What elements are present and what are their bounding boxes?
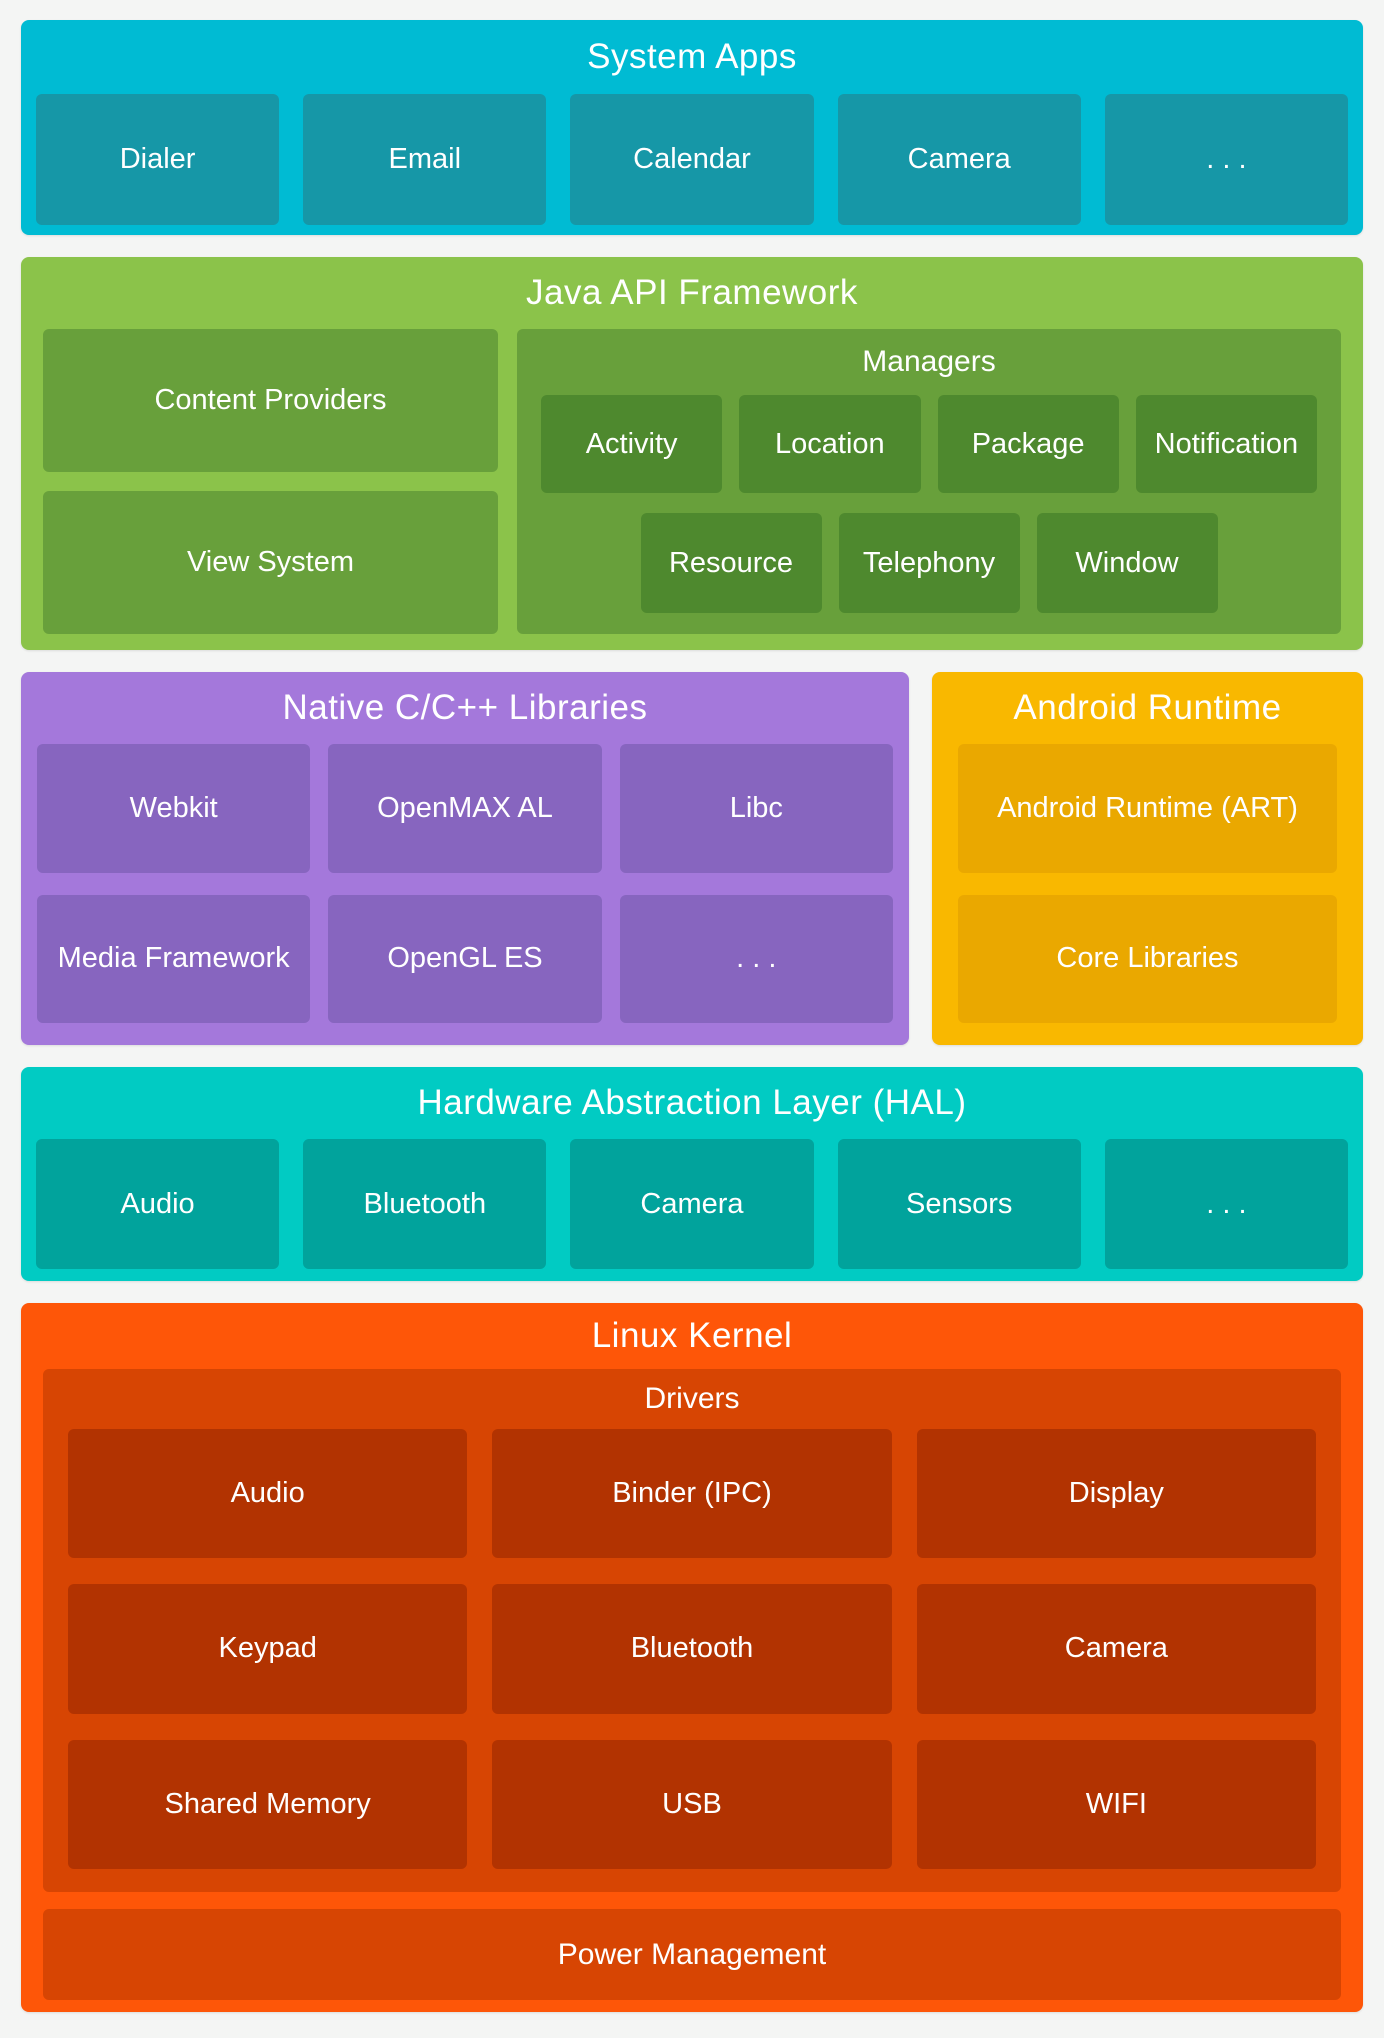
chip-usb-driver: USB (492, 1739, 892, 1869)
chip-openmax-al: OpenMAX AL (328, 744, 602, 873)
hal-section: Hardware Abstraction Layer (HAL) Audio B… (21, 1067, 1363, 1281)
chip-camera-driver: Camera (916, 1584, 1316, 1714)
chip-more-system-apps: . . . (1104, 94, 1349, 225)
android-runtime-art-box: Android Runtime (ART) (958, 744, 1337, 873)
chip-email: Email (303, 94, 547, 225)
chip-telephony-manager: Telephony (838, 513, 1020, 613)
system-apps-title: System Apps (587, 37, 797, 76)
android-runtime-title: Android Runtime (1013, 688, 1282, 727)
native-libraries-grid: Webkit OpenMAX AL Libc Media Framework O… (37, 744, 893, 1023)
core-libraries-box: Core Libraries (958, 894, 1337, 1023)
drivers-box: Drivers Audio Binder (IPC) Display Keypa… (43, 1369, 1341, 1892)
linux-kernel-title: Linux Kernel (591, 1316, 793, 1355)
view-system-box: View System (43, 491, 498, 634)
chip-opengl-es: OpenGL ES (328, 894, 602, 1023)
chip-sensors-hal: Sensors (837, 1139, 1081, 1269)
chip-resource-manager: Resource (640, 513, 822, 613)
chip-audio-driver: Audio (68, 1429, 468, 1559)
chip-display-driver: Display (916, 1429, 1316, 1559)
java-api-left-column: Content Providers View System (43, 329, 498, 634)
chip-camera-hal: Camera (570, 1139, 814, 1269)
libraries-runtime-row: Native C/C++ Libraries Webkit OpenMAX AL… (21, 672, 1363, 1045)
chip-activity-manager: Activity (541, 395, 723, 493)
drivers-title: Drivers (644, 1382, 740, 1415)
chip-bluetooth-hal: Bluetooth (303, 1139, 547, 1269)
chip-more-hal: . . . (1104, 1139, 1349, 1269)
power-management-box: Power Management (43, 1909, 1341, 2000)
hal-title: Hardware Abstraction Layer (HAL) (417, 1083, 967, 1122)
chip-audio-hal: Audio (36, 1139, 280, 1269)
chip-calendar: Calendar (570, 94, 814, 225)
chip-notification-manager: Notification (1135, 395, 1317, 493)
linux-kernel-section: Linux Kernel Drivers Audio Binder (IPC) … (21, 1303, 1363, 2012)
chip-libc: Libc (619, 744, 893, 873)
android-runtime-section: Android Runtime Android Runtime (ART) Co… (932, 672, 1363, 1045)
managers-row-2: Resource Telephony Window (541, 513, 1317, 613)
chip-media-framework: Media Framework (37, 894, 311, 1023)
chip-binder-ipc-driver: Binder (IPC) (492, 1429, 892, 1559)
drivers-grid: Audio Binder (IPC) Display Keypad Blueto… (68, 1429, 1316, 1869)
android-runtime-grid: Android Runtime (ART) Core Libraries (958, 744, 1337, 1023)
java-api-framework-title: Java API Framework (526, 273, 858, 312)
chip-package-manager: Package (937, 395, 1119, 493)
chip-camera: Camera (837, 94, 1081, 225)
native-libraries-section: Native C/C++ Libraries Webkit OpenMAX AL… (21, 672, 909, 1045)
content-providers-box: Content Providers (43, 329, 498, 472)
chip-more-native-libs: . . . (619, 894, 893, 1023)
chip-window-manager: Window (1036, 513, 1218, 613)
java-api-framework-section: Java API Framework Content Providers Vie… (21, 257, 1363, 650)
hal-chip-row: Audio Bluetooth Camera Sensors . . . (36, 1139, 1349, 1269)
chip-bluetooth-driver: Bluetooth (492, 1584, 892, 1714)
chip-shared-memory-driver: Shared Memory (68, 1739, 468, 1869)
managers-title: Managers (862, 345, 996, 378)
chip-webkit: Webkit (37, 744, 311, 873)
managers-box: Managers Activity Location Package Notif… (517, 329, 1341, 634)
native-libraries-title: Native C/C++ Libraries (282, 688, 648, 727)
system-apps-chip-row: Dialer Email Calendar Camera . . . (36, 94, 1349, 225)
chip-dialer: Dialer (36, 94, 280, 225)
chip-location-manager: Location (739, 395, 921, 493)
system-apps-section: System Apps Dialer Email Calendar Camera… (21, 20, 1363, 235)
chip-keypad-driver: Keypad (68, 1584, 468, 1714)
java-api-body: Content Providers View System Managers A… (43, 329, 1341, 634)
chip-wifi-driver: WIFI (916, 1739, 1316, 1869)
managers-row-1: Activity Location Package Notification (541, 395, 1317, 493)
